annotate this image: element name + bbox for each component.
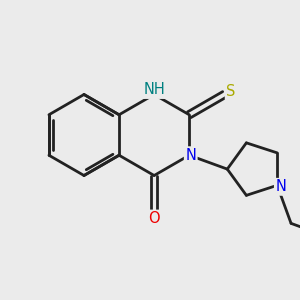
Text: S: S [226, 84, 236, 99]
Text: NH: NH [143, 82, 165, 98]
Text: O: O [148, 211, 160, 226]
Text: N: N [185, 148, 196, 163]
Text: N: N [275, 179, 286, 194]
